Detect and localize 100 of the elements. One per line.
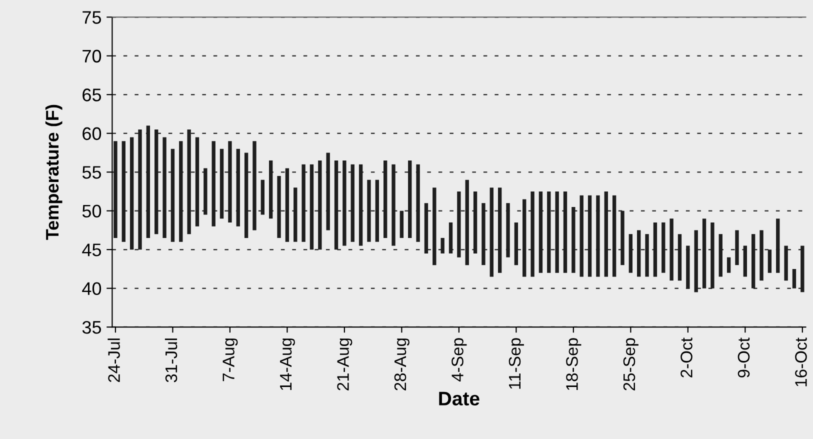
y-tick-label: 45 (82, 244, 102, 256)
bar (776, 218, 780, 273)
bar (743, 246, 748, 277)
bar (718, 234, 722, 277)
bar (694, 230, 698, 292)
bar (383, 160, 388, 238)
bar (760, 230, 764, 281)
bar (416, 164, 420, 242)
bar (130, 137, 134, 250)
bar (326, 152, 330, 230)
bar (726, 257, 731, 273)
bar (465, 180, 469, 266)
bar (604, 191, 608, 277)
bar (514, 222, 518, 266)
bar (408, 160, 412, 238)
bar (400, 210, 404, 238)
bar (424, 203, 428, 254)
bar (588, 195, 592, 277)
x-tick-label: 18-Sep (566, 338, 582, 390)
bar (318, 160, 322, 250)
y-tick-label: 50 (82, 204, 102, 218)
bar (457, 191, 461, 258)
bar (686, 246, 690, 288)
bar (179, 141, 183, 242)
bar (653, 222, 658, 277)
bar (580, 195, 584, 277)
bar (220, 148, 224, 219)
x-tick-label: 2-Oct (680, 338, 692, 378)
bar (302, 164, 306, 242)
bar (662, 222, 666, 273)
x-tick-label: 14-Aug (280, 338, 295, 390)
bar (432, 188, 436, 266)
bar (670, 218, 674, 281)
bar (473, 191, 478, 254)
bar (522, 199, 526, 277)
bar (645, 234, 649, 277)
bar (138, 129, 142, 250)
bar (768, 250, 772, 273)
y-tick-label: 75 (82, 11, 102, 24)
y-tick-label: 70 (82, 50, 102, 63)
bar (482, 203, 486, 266)
bar (350, 164, 354, 242)
bar (195, 137, 200, 226)
x-tick-label: 4-Sep (452, 338, 467, 382)
bar (146, 126, 150, 238)
bar (678, 234, 682, 281)
bar (530, 191, 534, 277)
bar (596, 195, 600, 277)
bar (620, 210, 624, 266)
bar (563, 191, 568, 273)
bar (637, 230, 641, 277)
bar (367, 180, 371, 242)
bar (154, 129, 158, 234)
bar (538, 191, 543, 273)
bar (710, 222, 714, 288)
x-tick-label: 16-Oct (795, 338, 807, 386)
bar (252, 141, 256, 230)
bar (392, 164, 396, 246)
bar (294, 188, 298, 242)
bar (440, 238, 444, 254)
x-tick-label: 25-Sep (623, 338, 638, 390)
bar (628, 234, 633, 273)
bar (792, 268, 796, 288)
x-tick-label: 7-Aug (222, 338, 238, 382)
bar (735, 230, 739, 266)
bar (162, 137, 166, 238)
y-tick-label: 55 (82, 166, 102, 179)
bar (212, 141, 216, 226)
y-axis-title: Temperature (F) (45, 104, 62, 240)
bar (244, 152, 248, 238)
bar (187, 129, 191, 234)
bar (572, 206, 576, 273)
bar (498, 188, 502, 273)
bar (170, 148, 175, 242)
y-tick-label: 65 (82, 88, 102, 102)
bar (114, 141, 118, 238)
bar (310, 164, 314, 250)
bar (269, 160, 273, 219)
x-tick-label: 31-Jul (164, 338, 178, 382)
bar (702, 218, 706, 288)
x-tick-label: 24-Jul (108, 338, 120, 382)
y-tick-label: 40 (82, 282, 102, 296)
x-tick-label: 28-Aug (394, 338, 410, 390)
y-tick-label: 35 (82, 320, 102, 334)
bar (752, 234, 756, 288)
bar (506, 203, 510, 258)
bar (334, 160, 338, 250)
bar (375, 180, 379, 242)
bar (800, 246, 804, 292)
bar (236, 148, 240, 226)
bar (228, 141, 232, 222)
bar (204, 168, 208, 215)
bar (260, 180, 265, 215)
bar (358, 164, 363, 246)
bar (547, 191, 551, 273)
x-axis-title: Date (439, 392, 480, 406)
x-tick-label: 21-Aug (337, 338, 352, 390)
bar (285, 168, 290, 242)
bar (448, 222, 453, 254)
bar (277, 176, 281, 238)
